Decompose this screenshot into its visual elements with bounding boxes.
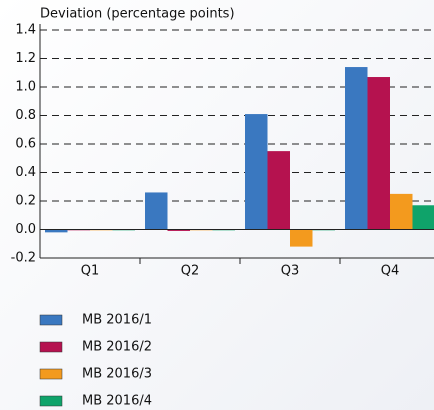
bar <box>145 192 168 230</box>
x-tick-label: Q1 <box>81 264 100 279</box>
y-tick-label: 0.2 <box>15 194 36 209</box>
bar <box>390 193 413 230</box>
legend-label: MB 2016/1 <box>82 313 152 328</box>
y-tick-label: 0.0 <box>15 222 36 237</box>
y-tick-label: 1.2 <box>15 51 36 66</box>
bar <box>267 151 290 230</box>
y-tick-label: 0.6 <box>15 137 36 152</box>
y-tick-label: 1.0 <box>15 80 36 95</box>
y-tick-label: 0.4 <box>15 165 36 180</box>
y-tick-label: 1.4 <box>15 23 36 38</box>
legend-swatch <box>39 368 63 380</box>
x-tick-label: Q4 <box>381 264 400 279</box>
x-tick-label: Q2 <box>181 264 200 279</box>
legend-swatch <box>39 314 63 326</box>
legend-swatch <box>39 395 63 407</box>
y-axis-label: Deviation (percentage points) <box>40 7 235 22</box>
bar <box>167 229 190 231</box>
bar <box>345 67 368 230</box>
legend-label: MB 2016/4 <box>82 394 152 409</box>
y-tick-label: -0.2 <box>11 251 36 266</box>
legend-swatch <box>39 341 63 353</box>
bar <box>412 205 434 230</box>
bar <box>245 114 268 230</box>
legend-label: MB 2016/3 <box>82 367 152 382</box>
bar <box>367 77 390 230</box>
x-tick-label: Q3 <box>281 264 300 279</box>
legend-label: MB 2016/2 <box>82 340 152 355</box>
bar <box>45 229 68 233</box>
y-tick-label: 0.8 <box>15 108 36 123</box>
bar <box>290 229 313 247</box>
